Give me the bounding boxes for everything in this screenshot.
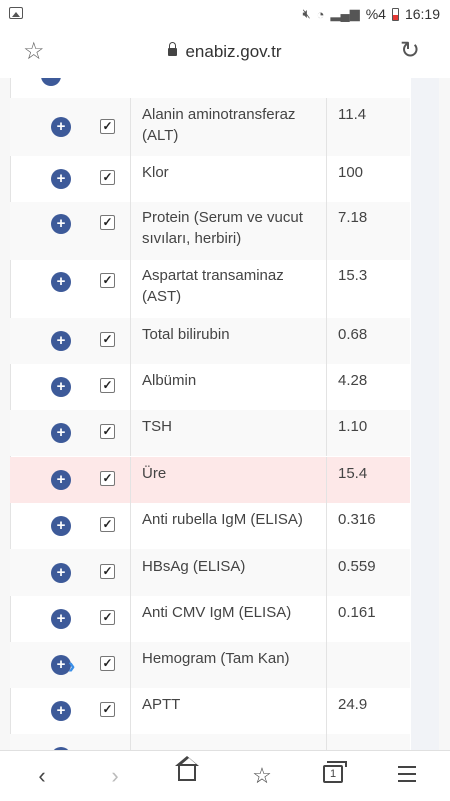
row-checkbox[interactable]: ✓ xyxy=(100,471,115,486)
expand-plus-icon[interactable]: + xyxy=(51,747,71,750)
page-content[interactable]: + ✓ Alanin aminotransferaz (ALT) 11.4 + … xyxy=(0,78,450,750)
expand-plus-icon[interactable]: + xyxy=(51,701,71,721)
test-value: 100 xyxy=(338,164,364,181)
expand-plus-icon[interactable]: + xyxy=(51,169,71,189)
table-row: + ✓ Klor 100 xyxy=(10,156,410,202)
test-name: Total bilirubin xyxy=(142,326,230,343)
row-checkbox[interactable]: ✓ xyxy=(100,656,115,671)
test-value: 0.68 xyxy=(338,326,368,343)
test-name: Alanin aminotransferaz (ALT) xyxy=(142,106,296,144)
test-value: 0.559 xyxy=(338,558,376,575)
expand-plus-icon[interactable]: + xyxy=(51,470,71,490)
expand-plus-icon[interactable]: + xyxy=(51,423,71,443)
row-checkbox[interactable]: ✓ xyxy=(100,332,115,347)
battery-percent: %4 xyxy=(365,6,386,22)
tabs-button[interactable]: 1 xyxy=(323,761,347,783)
test-name: APTT xyxy=(142,696,181,713)
table-row: + ✓ HBsAg (ELISA) 0.559 xyxy=(10,549,410,596)
signal-icon: ▂▄▆ xyxy=(330,6,360,21)
table-row: + ✓ Albümin 4.28 xyxy=(10,364,410,410)
table-row: + ✓ Aspartat transaminaz (AST) 15.3 xyxy=(10,260,410,318)
test-name: Albümin xyxy=(142,372,197,389)
row-checkbox[interactable]: ✓ xyxy=(100,564,115,579)
test-value: 0.316 xyxy=(338,511,376,528)
test-name: Anti CMV IgM (ELISA) xyxy=(142,604,292,621)
test-value: 15.3 xyxy=(338,267,368,284)
clock: 16:19 xyxy=(404,6,440,22)
url-text: enabiz.gov.tr xyxy=(185,42,282,61)
expand-plus-icon[interactable]: + xyxy=(51,516,71,536)
reload-icon[interactable]: ↻ xyxy=(399,37,420,64)
test-value: 4.28 xyxy=(338,372,368,389)
expand-plus-icon[interactable]: + xyxy=(51,609,71,629)
chevron-right-icon: › xyxy=(68,653,76,678)
test-name: Klor xyxy=(142,164,169,181)
expand-plus-icon[interactable]: + xyxy=(51,655,71,675)
address-field[interactable]: enabiz.gov.tr xyxy=(0,42,450,62)
expand-plus-icon[interactable]: + xyxy=(51,377,71,397)
test-value: 1.10 xyxy=(338,418,368,435)
test-name: TSH xyxy=(142,418,172,435)
test-value: 11.4 xyxy=(338,106,367,123)
row-checkbox[interactable]: ✓ xyxy=(100,119,115,134)
test-name: Üre xyxy=(142,465,167,482)
bookmarks-icon[interactable]: ☆ xyxy=(252,763,272,788)
table-row: + ✓ APTT 24.9 xyxy=(10,688,410,734)
test-name: Anti rubella IgM (ELISA) xyxy=(142,511,303,528)
row-checkbox[interactable]: ✓ xyxy=(100,702,115,717)
row-checkbox[interactable]: ✓ xyxy=(100,610,115,625)
expand-plus-icon[interactable]: + xyxy=(51,117,71,137)
home-icon[interactable] xyxy=(175,756,199,781)
row-checkbox[interactable]: ✓ xyxy=(100,215,115,230)
table-row: + ✓ TSH 1.10 xyxy=(10,410,410,456)
table-row: + ✓ Alanin aminotransferaz (ALT) 11.4 xyxy=(10,98,410,156)
row-checkbox[interactable]: ✓ xyxy=(100,517,115,532)
tab-count: 1 xyxy=(329,768,337,780)
table-row: + ✓ Anti CMV IgM (ELISA) 0.161 xyxy=(10,596,410,642)
test-name: Hemogram (Tam Kan) xyxy=(142,650,290,667)
row-checkbox[interactable]: ✓ xyxy=(100,170,115,185)
lock-icon xyxy=(168,42,178,56)
bookmark-star-icon[interactable]: ☆ xyxy=(23,38,45,65)
expand-plus-icon[interactable]: + xyxy=(51,563,71,583)
forward-icon[interactable]: › xyxy=(111,763,119,788)
gallery-notification-icon xyxy=(9,7,23,19)
table-row: + ✓ Total bilirubin 0.68 xyxy=(10,318,410,364)
back-icon[interactable]: ‹ xyxy=(38,763,46,788)
expand-plus-icon[interactable]: + xyxy=(51,214,71,234)
table-row-highlighted: + ✓ Üre 15.4 xyxy=(10,457,410,503)
menu-icon[interactable] xyxy=(398,766,416,787)
test-value: 7.18 xyxy=(338,209,368,226)
test-value: 24.9 xyxy=(338,696,368,713)
row-checkbox[interactable]: ✓ xyxy=(100,424,115,439)
page-side-gutter xyxy=(411,78,439,750)
status-bar-right: 🔇︎ ◔ ▂▄▆ %4 16:19 xyxy=(302,5,440,23)
test-name: HBsAg (ELISA) xyxy=(142,558,246,575)
browser-bottom-bar: ‹ › ☆ 1 xyxy=(0,750,450,801)
row-checkbox[interactable]: ✓ xyxy=(100,273,115,288)
expand-plus-icon[interactable]: + xyxy=(51,272,71,292)
status-bar: 🔇︎ ◔ ▂▄▆ %4 16:19 xyxy=(0,0,450,28)
row-checkbox[interactable]: ✓ xyxy=(100,378,115,393)
browser-url-bar: ☆ enabiz.gov.tr ↻ xyxy=(0,28,450,78)
mute-icon: 🔇︎ xyxy=(302,6,311,21)
table-row: + ✓ Anti rubella IgM (ELISA) 0.316 xyxy=(10,503,410,549)
table-row-partial-bottom: + xyxy=(10,734,410,750)
test-value: 0.161 xyxy=(338,604,376,621)
test-name: Protein (Serum ve vucut sıvıları, herbir… xyxy=(142,209,303,247)
wifi-icon: ◔ xyxy=(316,6,325,22)
expand-button-partial[interactable] xyxy=(41,78,61,86)
expand-plus-icon[interactable]: + xyxy=(51,331,71,351)
test-value: 15.4 xyxy=(338,465,368,482)
test-name: Aspartat transaminaz (AST) xyxy=(142,267,284,305)
table-row: + ✓ Protein (Serum ve vucut sıvıları, he… xyxy=(10,202,410,260)
table-row: + › ✓ Hemogram (Tam Kan) xyxy=(10,642,410,688)
battery-icon xyxy=(391,7,399,21)
